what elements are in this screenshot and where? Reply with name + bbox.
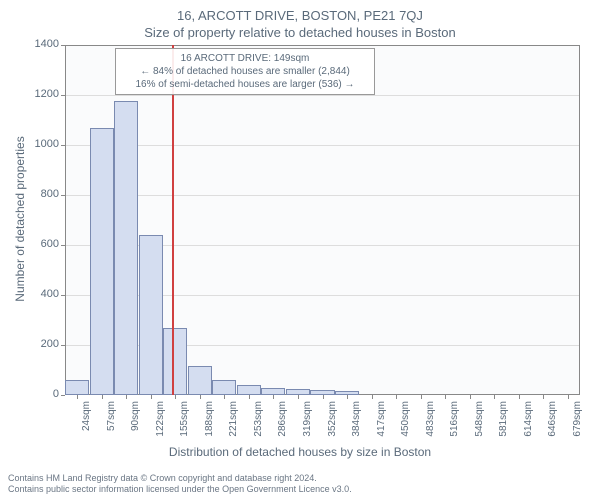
xtick-label: 646sqm	[547, 401, 558, 441]
xtick-label: 221sqm	[228, 401, 239, 441]
xtick-mark	[224, 395, 225, 399]
gridline-h	[66, 95, 579, 96]
ytick-mark	[61, 195, 65, 196]
page-title-main: 16, ARCOTT DRIVE, BOSTON, PE21 7QJ	[0, 0, 600, 23]
xtick-mark	[494, 395, 495, 399]
histogram-bar	[65, 380, 89, 395]
footer-attribution: Contains HM Land Registry data © Crown c…	[8, 473, 352, 496]
xtick-label: 548sqm	[474, 401, 485, 441]
xtick-mark	[347, 395, 348, 399]
xtick-label: 155sqm	[179, 401, 190, 441]
xtick-mark	[175, 395, 176, 399]
ytick-label: 800	[29, 188, 59, 200]
annotation-line1: 16 ARCOTT DRIVE: 149sqm	[122, 52, 368, 65]
xtick-mark	[372, 395, 373, 399]
xtick-label: 483sqm	[425, 401, 436, 441]
ytick-mark	[61, 245, 65, 246]
xtick-mark	[396, 395, 397, 399]
annotation-box: 16 ARCOTT DRIVE: 149sqm← 84% of detached…	[115, 48, 375, 95]
xtick-label: 57sqm	[106, 401, 117, 441]
xtick-mark	[323, 395, 324, 399]
ytick-mark	[61, 45, 65, 46]
histogram-bar	[212, 380, 236, 395]
ytick-label: 0	[29, 388, 59, 400]
histogram-bar	[237, 385, 261, 395]
ytick-label: 200	[29, 338, 59, 350]
histogram-bar	[139, 235, 163, 395]
xtick-mark	[273, 395, 274, 399]
ytick-label: 1200	[29, 88, 59, 100]
xtick-mark	[126, 395, 127, 399]
xtick-label: 188sqm	[204, 401, 215, 441]
histogram-bar	[188, 366, 212, 395]
annotation-line2: ← 84% of detached houses are smaller (2,…	[122, 65, 368, 78]
xtick-label: 352sqm	[327, 401, 338, 441]
xtick-label: 122sqm	[155, 401, 166, 441]
xtick-label: 679sqm	[572, 401, 583, 441]
x-axis-label: Distribution of detached houses by size …	[0, 445, 600, 459]
xtick-label: 90sqm	[130, 401, 141, 441]
ytick-label: 400	[29, 288, 59, 300]
xtick-mark	[519, 395, 520, 399]
xtick-label: 253sqm	[253, 401, 264, 441]
xtick-label: 286sqm	[277, 401, 288, 441]
histogram-bar	[90, 128, 114, 396]
xtick-label: 384sqm	[351, 401, 362, 441]
xtick-mark	[568, 395, 569, 399]
ytick-mark	[61, 295, 65, 296]
xtick-mark	[445, 395, 446, 399]
xtick-mark	[249, 395, 250, 399]
ytick-label: 1400	[29, 38, 59, 50]
xtick-mark	[102, 395, 103, 399]
xtick-label: 319sqm	[302, 401, 313, 441]
xtick-mark	[421, 395, 422, 399]
ytick-label: 600	[29, 238, 59, 250]
gridline-h	[66, 195, 579, 196]
histogram-bar	[114, 101, 138, 395]
y-axis-label: Number of detached properties	[13, 119, 27, 319]
ytick-mark	[61, 145, 65, 146]
xtick-label: 581sqm	[498, 401, 509, 441]
histogram-bar	[163, 328, 187, 396]
histogram-bar	[286, 389, 310, 395]
xtick-label: 450sqm	[400, 401, 411, 441]
xtick-mark	[470, 395, 471, 399]
annotation-line3: 16% of semi-detached houses are larger (…	[122, 78, 368, 91]
histogram-bar	[261, 388, 285, 396]
ytick-mark	[61, 95, 65, 96]
page-title-sub: Size of property relative to detached ho…	[0, 23, 600, 40]
histogram-bar	[335, 391, 359, 395]
ytick-label: 1000	[29, 138, 59, 150]
ytick-mark	[61, 395, 65, 396]
xtick-mark	[298, 395, 299, 399]
xtick-mark	[543, 395, 544, 399]
footer-line1: Contains HM Land Registry data © Crown c…	[8, 473, 352, 485]
xtick-mark	[151, 395, 152, 399]
xtick-label: 516sqm	[449, 401, 460, 441]
histogram-bar	[310, 390, 334, 395]
xtick-label: 24sqm	[81, 401, 92, 441]
gridline-h	[66, 145, 579, 146]
footer-line2: Contains public sector information licen…	[8, 484, 352, 496]
xtick-label: 614sqm	[523, 401, 534, 441]
reference-line	[172, 45, 174, 395]
ytick-mark	[61, 345, 65, 346]
xtick-mark	[200, 395, 201, 399]
xtick-mark	[77, 395, 78, 399]
xtick-label: 417sqm	[376, 401, 387, 441]
